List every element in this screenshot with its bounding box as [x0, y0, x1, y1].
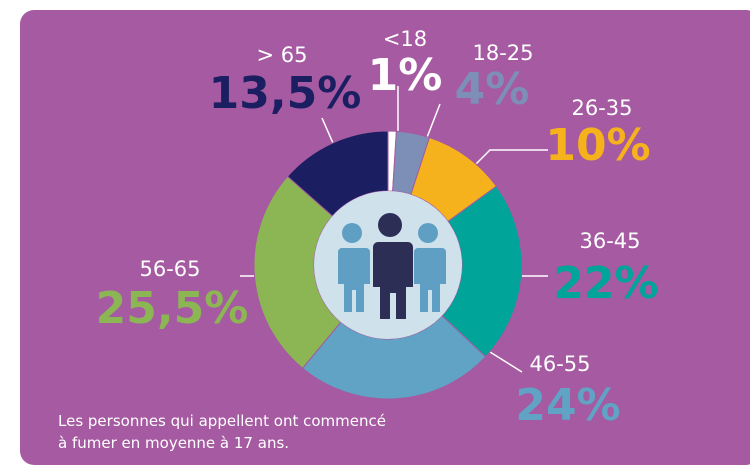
value-label: 1%: [368, 50, 443, 101]
note-line: Les personnes qui appellent ont commencé: [58, 412, 386, 430]
value-label: 10%: [545, 120, 650, 171]
donut: [253, 130, 523, 400]
category-label: 46-55: [529, 352, 590, 376]
leader-lines: [240, 86, 548, 373]
people-icon: [338, 213, 446, 319]
value-label: 24%: [515, 380, 620, 431]
category-label: 18-25: [472, 41, 533, 65]
category-label: > 65: [257, 43, 308, 67]
leader: [489, 351, 523, 373]
value-label: 22%: [553, 258, 658, 309]
category-label: 26-35: [571, 96, 632, 120]
category-label: 56-65: [139, 257, 200, 281]
note-line: à fumer en moyenne à 17 ans.: [58, 434, 289, 452]
category-label: 36-45: [579, 229, 640, 253]
value-label: 4%: [455, 64, 530, 115]
category-label: <18: [383, 27, 427, 51]
value-label: 13,5%: [209, 68, 362, 119]
leader: [469, 149, 548, 171]
value-label: 25,5%: [96, 283, 249, 334]
leader: [425, 103, 441, 141]
